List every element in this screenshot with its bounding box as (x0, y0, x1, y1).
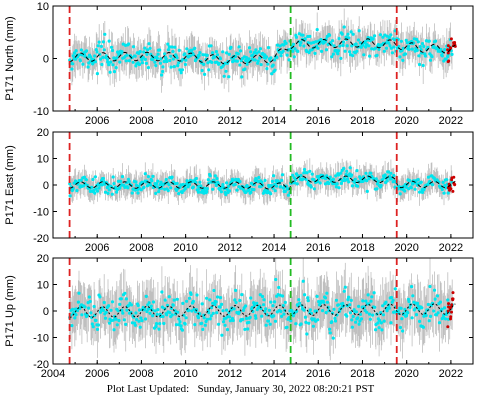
x-tick-label: 2010 (173, 368, 197, 380)
x-tick-label: 2018 (350, 115, 374, 127)
x-tick-label: 2022 (439, 242, 463, 254)
y-tick-label: -20 (33, 233, 49, 245)
footer-label: Plot Last Updated: (106, 383, 190, 395)
y-tick-label: 0 (43, 180, 49, 192)
x-tick-label: 2018 (350, 242, 374, 254)
model-curve (69, 303, 456, 319)
x-tick-label: 2022 (439, 115, 463, 127)
recent-observations (446, 291, 455, 329)
observations (68, 25, 454, 79)
x-tick-label: 2018 (350, 368, 374, 380)
x-tick-label: 2006 (85, 368, 109, 380)
x-tick-label: 2004 (41, 368, 65, 380)
y-tick-label: 0 (43, 54, 49, 66)
x-tick-label: 2008 (129, 115, 153, 127)
y-tick-label: -20 (33, 359, 49, 371)
x-tick-label: 2014 (262, 115, 286, 127)
plot-area (68, 158, 457, 206)
y-tick-label: -10 (33, 207, 49, 219)
panel-2: 2006 2008 2010 2012 2014 2016 2018 2020 2022-20-… (4, 127, 474, 254)
y-tick-label: 10 (37, 154, 49, 166)
x-tick-label: 2020 (394, 115, 418, 127)
y-axis-label: P171 Up (mm) (4, 275, 16, 347)
x-tick-label: 2016 (306, 115, 330, 127)
x-tick-label: 2022 (439, 368, 463, 380)
x-tick-label: 2014 (262, 242, 286, 254)
x-tick-label: 2016 (306, 242, 330, 254)
plot-area (68, 8, 457, 93)
x-tick-label: 2006 (85, 242, 109, 254)
model-curve (69, 175, 456, 190)
y-axis-label: P171 North (mm) (4, 16, 16, 100)
x-tick-label: 2020 (394, 242, 418, 254)
panel-1: 2006 2008 2010 2012 2014 2016 2018 2020 2022 -10 0… (4, 1, 474, 127)
model-curve (69, 38, 456, 65)
x-tick-label: 2008 (129, 242, 153, 254)
y-axis-label: P171 East (mm) (4, 145, 16, 224)
x-tick-label: 2014 (262, 368, 286, 380)
x-tick-label: 2012 (218, 242, 242, 254)
x-tick-label: 2010 (173, 242, 197, 254)
recent-observations (446, 37, 457, 64)
x-tick-label: 2008 (129, 368, 153, 380)
footer-timestamp: Sunday, January 30, 2022 08:20:21 PST (197, 383, 375, 395)
x-tick-label: 2016 (306, 368, 330, 380)
x-tick-label: 2012 (218, 368, 242, 380)
x-tick-label: 2010 (173, 115, 197, 127)
y-tick-label: 10 (37, 280, 49, 292)
y-tick-label: 20 (37, 127, 49, 139)
y-tick-label: 20 (37, 253, 49, 265)
y-tick-label: -10 (33, 333, 49, 345)
panel-3: 2004 2006 2008 2010 2012 2014 2016 2018 2020 2022… (4, 253, 474, 380)
y-tick-label: 10 (37, 1, 49, 13)
y-tick-label: -10 (33, 106, 49, 118)
y-tick-label: 0 (43, 306, 49, 318)
x-tick-label: 2006 (85, 115, 109, 127)
error-bars (69, 8, 453, 93)
x-tick-label: 2020 (394, 368, 418, 380)
x-tick-label: 2012 (218, 115, 242, 127)
plot-updated-footer: Plot Last Updated: Sunday, January 30, 2… (0, 383, 481, 395)
